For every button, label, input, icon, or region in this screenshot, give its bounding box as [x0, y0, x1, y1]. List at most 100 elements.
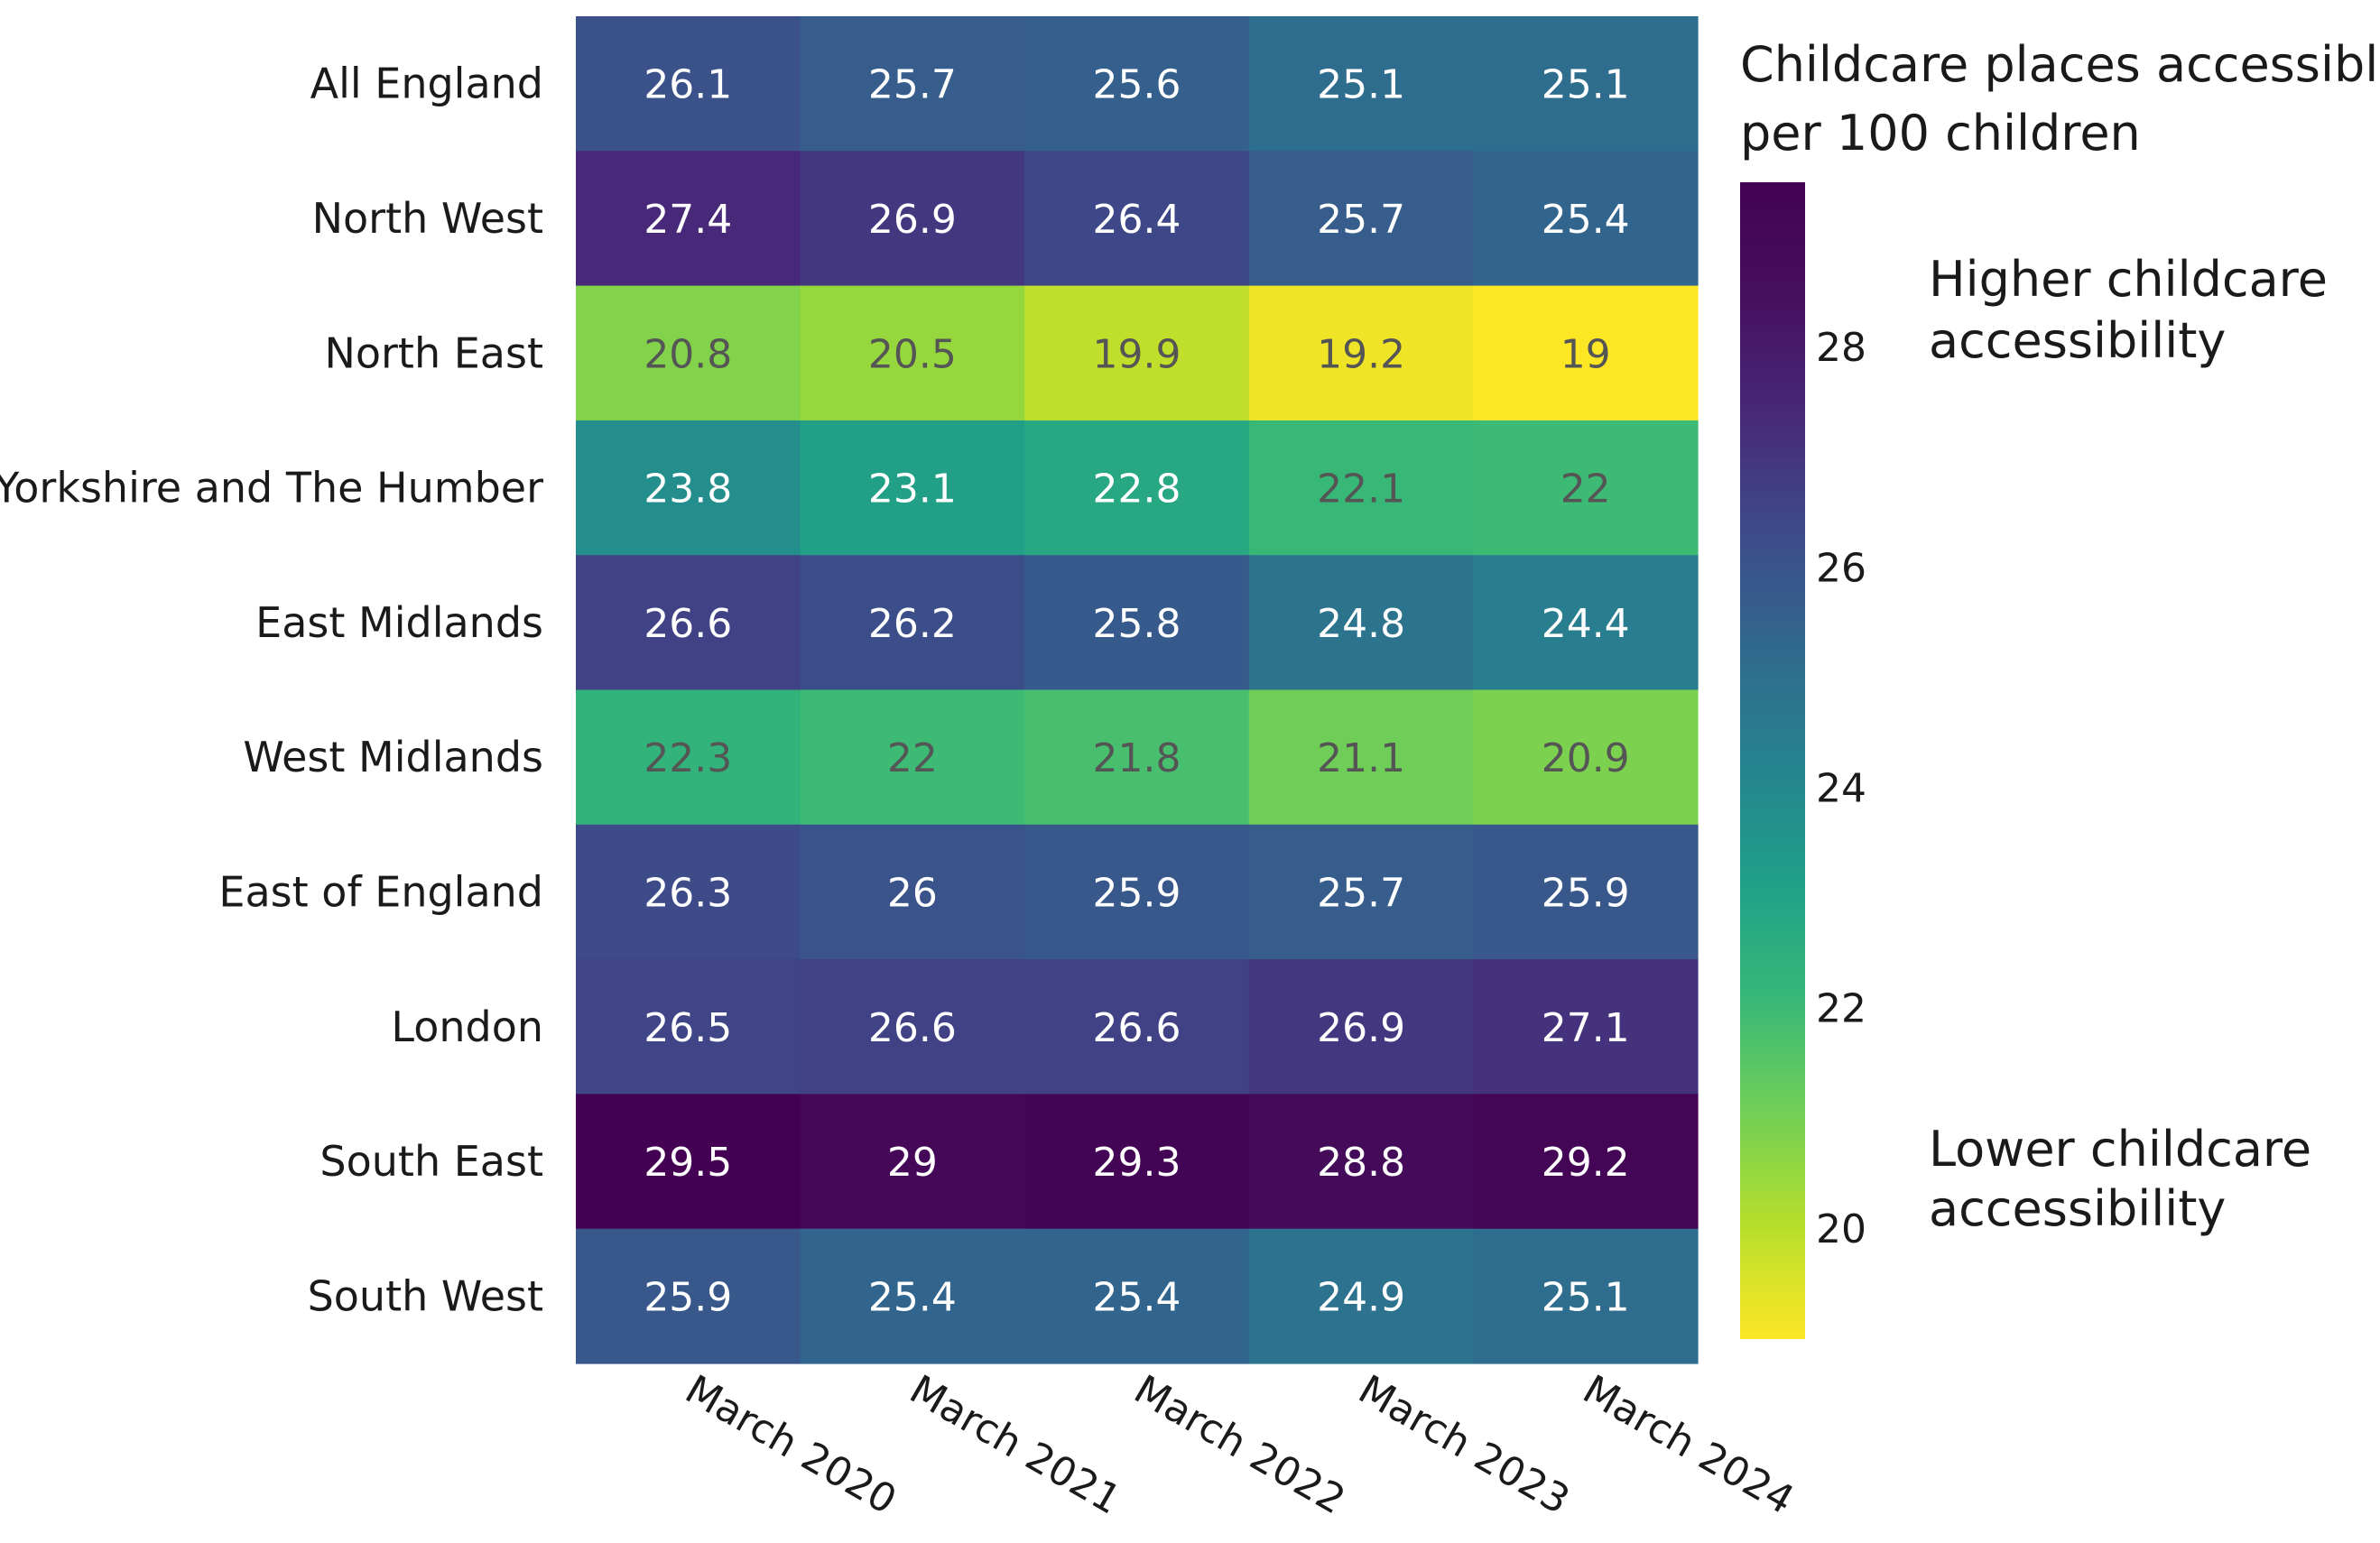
cell-value-east-of-england-march-2023: 25.7 — [1317, 871, 1405, 917]
cell-east-of-england-march-2021 — [800, 824, 1025, 960]
cell-all-england-march-2023 — [1248, 16, 1474, 152]
cell-value-all-england-march-2023: 25.1 — [1317, 62, 1405, 108]
cell-west-midlands-march-2023 — [1248, 689, 1474, 826]
row-label-all-england: All England — [310, 60, 543, 108]
cell-value-south-east-march-2020: 29.5 — [644, 1140, 732, 1186]
row-label-london: London — [391, 1002, 543, 1051]
cell-value-south-west-march-2024: 25.1 — [1542, 1274, 1630, 1320]
row-label-yorkshire-and-the-humber: Yorkshire and The Humber — [0, 464, 543, 513]
cell-london-march-2020 — [576, 959, 801, 1095]
cell-value-north-east-march-2021: 20.5 — [868, 331, 957, 377]
cell-value-east-of-england-march-2021: 26 — [887, 871, 938, 917]
cell-value-east-midlands-march-2020: 26.6 — [644, 601, 732, 647]
cell-value-west-midlands-march-2021: 22 — [887, 735, 938, 781]
cell-west-midlands-march-2022 — [1024, 689, 1250, 826]
cell-london-march-2022 — [1024, 959, 1250, 1095]
row-label-east-of-england: East of England — [218, 868, 543, 917]
cell-value-all-england-march-2022: 25.6 — [1093, 62, 1181, 108]
column-label-march-2022: March 2022 — [1126, 1366, 1353, 1523]
cell-value-south-east-march-2024: 29.2 — [1542, 1140, 1630, 1186]
column-label-march-2021: March 2021 — [902, 1366, 1128, 1523]
cell-north-west-march-2020 — [576, 151, 801, 287]
cell-value-east-midlands-march-2021: 26.2 — [868, 601, 957, 647]
cell-north-east-march-2021 — [800, 285, 1025, 421]
cell-value-east-midlands-march-2023: 24.8 — [1317, 601, 1405, 647]
cell-value-north-east-march-2020: 20.8 — [644, 331, 732, 377]
cell-value-south-west-march-2022: 25.4 — [1093, 1274, 1181, 1320]
legend-tick-24: 24 — [1816, 766, 1866, 812]
legend-color-bar — [1740, 182, 1805, 1339]
legend-tick-20: 20 — [1816, 1206, 1866, 1252]
cell-london-march-2024 — [1473, 959, 1699, 1095]
row-label-south-west: South West — [308, 1271, 543, 1320]
cell-value-south-east-march-2021: 29 — [887, 1140, 938, 1186]
cell-value-north-west-march-2024: 25.4 — [1542, 197, 1630, 243]
cell-value-north-east-march-2022: 19.9 — [1093, 331, 1181, 377]
cell-value-south-east-march-2023: 28.8 — [1317, 1140, 1405, 1186]
column-label-march-2020: March 2020 — [678, 1366, 904, 1523]
cell-all-england-march-2024 — [1473, 16, 1699, 152]
cell-north-east-march-2023 — [1248, 285, 1474, 421]
row-labels: All England North West North East Yorkshire… — [0, 60, 543, 1321]
cell-value-yorkshire-and-the-humber-march-2021: 23.1 — [868, 467, 957, 513]
cell-value-london-march-2022: 26.6 — [1093, 1005, 1181, 1051]
cell-north-west-march-2024 — [1473, 151, 1699, 287]
cell-yorkshire-and-the-humber-march-2022 — [1024, 420, 1250, 556]
cell-yorkshire-and-the-humber-march-2020 — [576, 420, 801, 556]
cell-value-yorkshire-and-the-humber-march-2020: 23.8 — [644, 467, 732, 513]
row-label-north-west: North West — [312, 194, 543, 243]
cell-all-england-march-2021 — [800, 16, 1025, 152]
column-label-march-2024: March 2024 — [1575, 1366, 1801, 1523]
cell-value-east-midlands-march-2024: 24.4 — [1542, 601, 1630, 647]
cell-west-midlands-march-2021 — [800, 689, 1025, 826]
cell-value-north-east-march-2023: 19.2 — [1317, 331, 1405, 377]
cell-value-london-march-2023: 26.9 — [1317, 1005, 1405, 1051]
cell-all-england-march-2022 — [1024, 16, 1250, 152]
cell-value-west-midlands-march-2020: 22.3 — [644, 735, 732, 781]
cell-value-west-midlands-march-2023: 21.1 — [1317, 735, 1405, 781]
cell-east-of-england-march-2024 — [1473, 824, 1699, 960]
cell-north-east-march-2020 — [576, 285, 801, 421]
cell-east-of-england-march-2020 — [576, 824, 801, 960]
cell-south-east-march-2023 — [1248, 1094, 1474, 1230]
cell-north-east-march-2022 — [1024, 285, 1250, 421]
cell-east-midlands-march-2022 — [1024, 555, 1250, 691]
cell-south-west-march-2021 — [800, 1228, 1025, 1364]
cell-north-west-march-2023 — [1248, 151, 1474, 287]
color-legend: Childcare places accessible per 100 chil… — [1740, 36, 2380, 1339]
column-label-march-2023: March 2023 — [1351, 1366, 1578, 1523]
row-label-south-east: South East — [319, 1137, 543, 1186]
row-label-west-midlands: West Midlands — [243, 733, 543, 781]
cell-value-all-england-march-2020: 26.1 — [644, 62, 732, 108]
legend-tick-22: 22 — [1816, 986, 1866, 1032]
cell-yorkshire-and-the-humber-march-2021 — [800, 420, 1025, 556]
cell-london-march-2021 — [800, 959, 1025, 1095]
cell-east-midlands-march-2024 — [1473, 555, 1699, 691]
cell-value-yorkshire-and-the-humber-march-2023: 22.1 — [1317, 467, 1405, 513]
legend-title-line-2: per 100 children — [1740, 105, 2141, 162]
cell-south-west-march-2023 — [1248, 1228, 1474, 1364]
cell-value-west-midlands-march-2022: 21.8 — [1093, 735, 1181, 781]
cell-value-london-march-2024: 27.1 — [1542, 1005, 1630, 1051]
cell-all-england-march-2020 — [576, 16, 801, 152]
legend-low-note-line-2: accessibility — [1929, 1180, 2226, 1237]
cell-value-north-east-march-2024: 19 — [1560, 331, 1611, 377]
cell-north-west-march-2022 — [1024, 151, 1250, 287]
legend-high-note-line-1: Higher childcare — [1929, 251, 2328, 308]
cell-value-yorkshire-and-the-humber-march-2022: 22.8 — [1093, 467, 1181, 513]
cell-yorkshire-and-the-humber-march-2024 — [1473, 420, 1699, 556]
cell-value-north-west-march-2020: 27.4 — [644, 197, 732, 243]
cell-north-west-march-2021 — [800, 151, 1025, 287]
cell-value-north-west-march-2022: 26.4 — [1093, 197, 1181, 243]
cell-value-east-of-england-march-2020: 26.3 — [644, 871, 732, 917]
cell-value-london-march-2021: 26.6 — [868, 1005, 957, 1051]
cell-value-east-midlands-march-2022: 25.8 — [1093, 601, 1181, 647]
cell-south-east-march-2024 — [1473, 1094, 1699, 1230]
cell-value-north-west-march-2021: 26.9 — [868, 197, 957, 243]
cell-value-south-west-march-2021: 25.4 — [868, 1274, 957, 1320]
cell-value-east-of-england-march-2022: 25.9 — [1093, 871, 1181, 917]
cell-value-south-west-march-2023: 24.9 — [1317, 1274, 1405, 1320]
cell-south-east-march-2021 — [800, 1094, 1025, 1230]
